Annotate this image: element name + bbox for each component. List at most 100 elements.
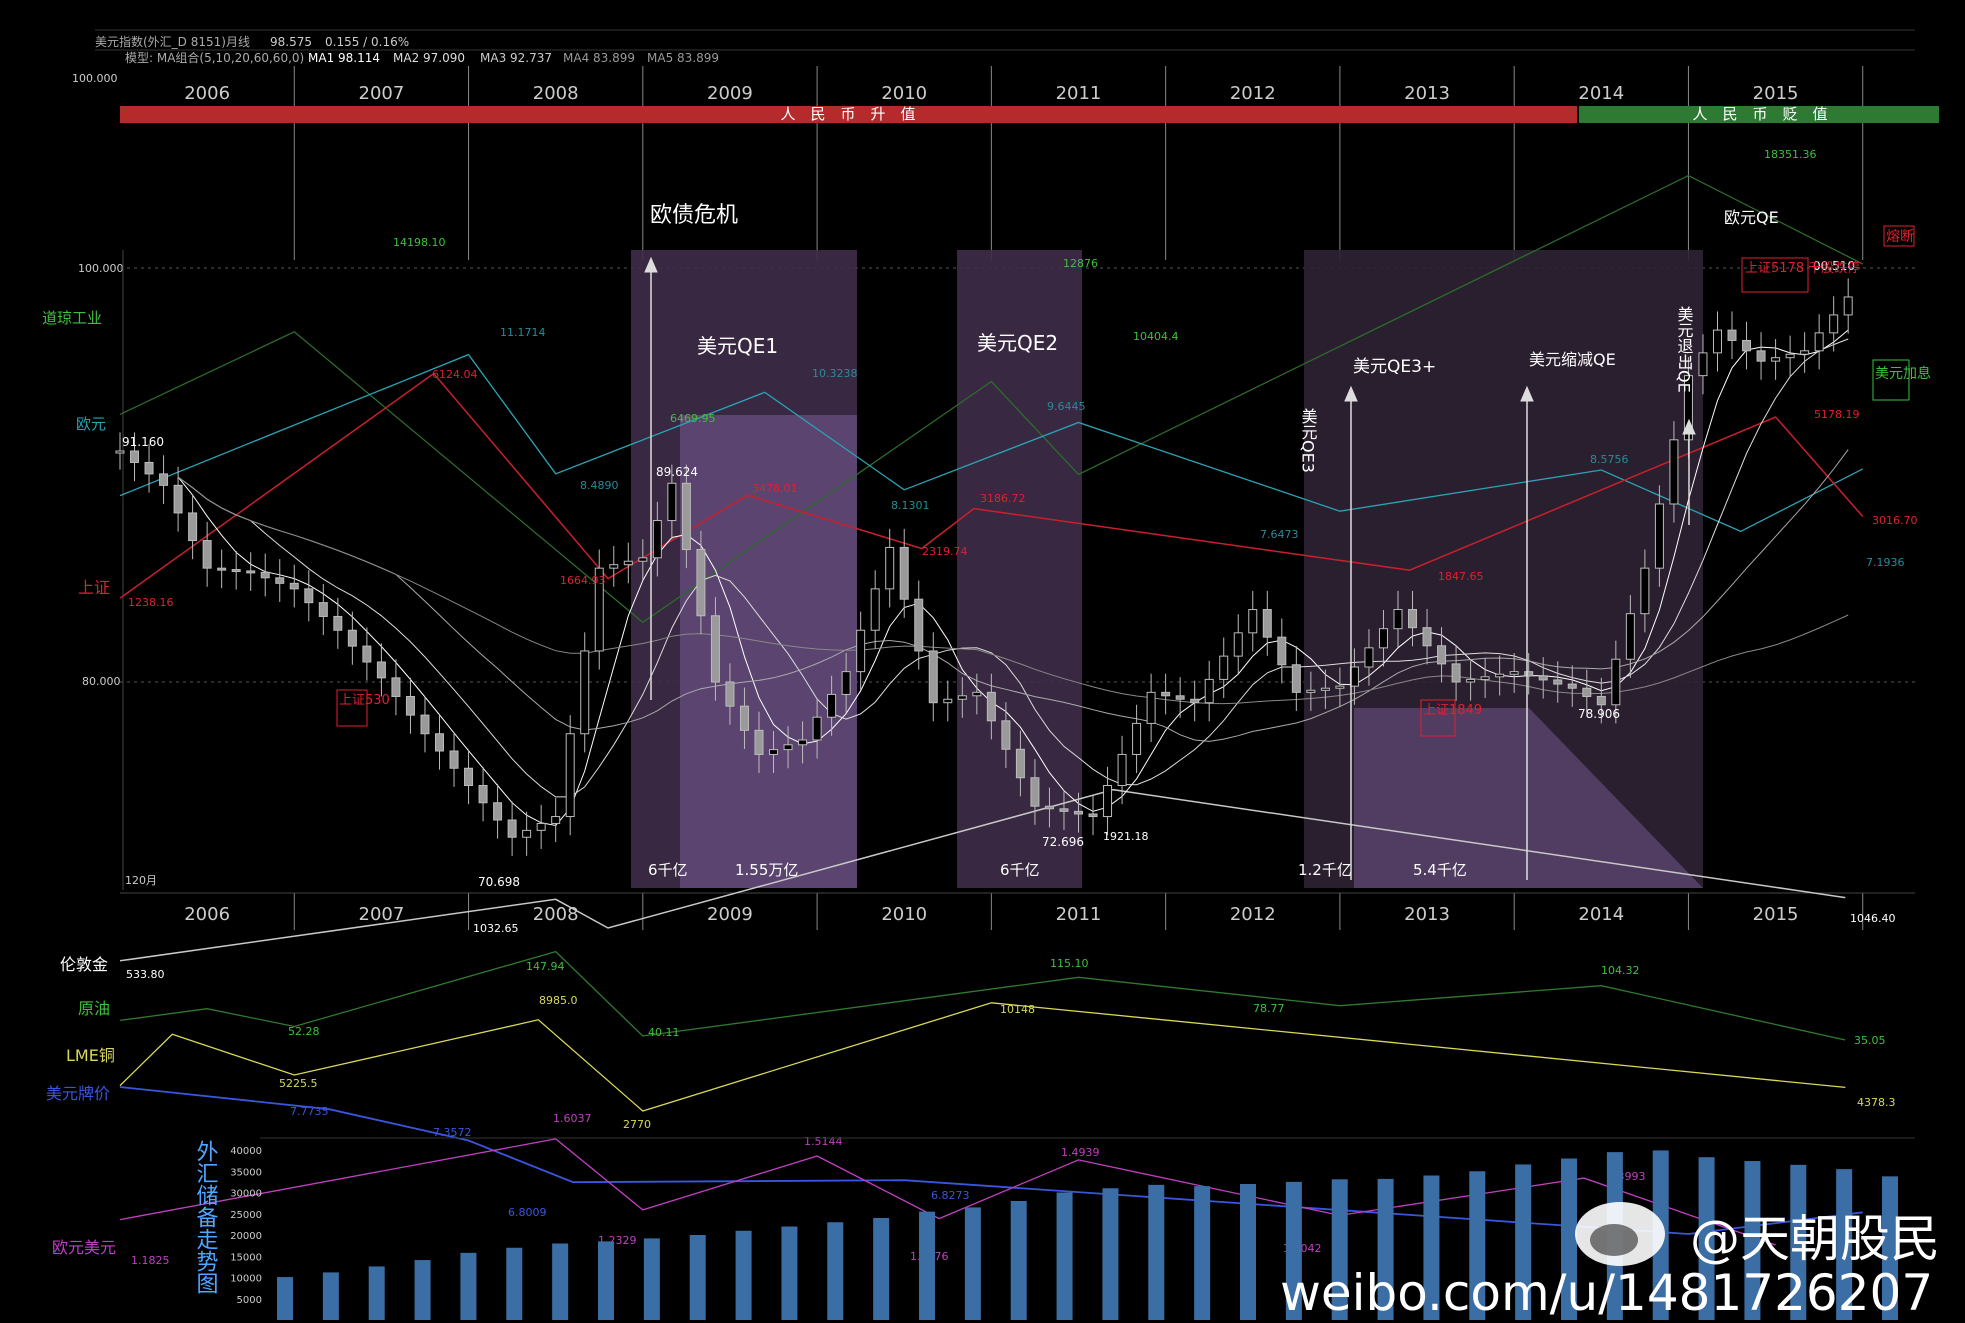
usd-candles [115,278,1853,856]
reserves-bar [1469,1171,1486,1320]
qe3plus-inner-region [1354,708,1529,888]
reserves-bar [827,1222,844,1320]
candle-body [1233,632,1243,657]
year-label-top: 2006 [184,83,230,104]
reserves-bar [964,1207,981,1320]
gold-line [119,788,1846,962]
exit-qe-label: 美元退出QE [1675,306,1694,393]
candle-body [1088,813,1098,818]
value-label: 2770 [623,1118,651,1131]
value-label: 6124.04 [432,368,478,381]
reserves-title: 外汇储备走势图 [193,1140,219,1294]
event-arrow-head [1344,385,1358,402]
candle-body [885,546,895,590]
candle-body [1393,609,1403,630]
reserves-bar [277,1277,293,1320]
candle-body [1306,689,1316,693]
candle-body [1553,679,1563,685]
reserves-bar [322,1272,339,1320]
value-label: 14198.10 [393,236,446,249]
reserves-bar [919,1211,935,1320]
qe1-inner-region [680,415,857,888]
value-label: 10.3238 [812,367,858,380]
event-arrow-head [1520,385,1534,402]
copper-line [119,1002,1846,1112]
candle-body [812,716,822,741]
gold-series-label: 伦敦金 [60,955,108,974]
candle-body [1669,439,1679,505]
value-label: 115.10 [1050,957,1089,970]
candle-body [1800,350,1810,355]
candle-body [899,546,909,600]
ma-5-line [177,329,1849,827]
value-label: 9.6445 [1047,400,1086,413]
candle-body [217,567,227,571]
candle-body [173,484,183,514]
reserves-bars [277,1150,1898,1320]
value-label: 11.1714 [500,326,546,339]
candle-body [638,557,648,562]
value-label: 1.4939 [1061,1146,1100,1159]
moving-averages [177,329,1849,827]
ma2-label: MA2 97.090 [393,51,465,65]
candle-body [609,564,619,569]
ma-20-line [177,449,1849,742]
y-tick-80: 80.000 [82,675,121,688]
candle-body [914,598,924,652]
taper-triangle [1529,708,1703,888]
candle-body [769,749,779,755]
usd-hike-label: 美元加息 [1875,365,1931,382]
candle-body [420,714,430,735]
reserves-y-tick: 20000 [230,1231,262,1242]
value-label: 3186.72 [980,492,1026,505]
candle-body [739,705,749,731]
sh1849-box [1420,699,1456,737]
value-label: 1032.65 [473,922,519,935]
candle-body [623,560,633,566]
candle-body [1103,785,1113,818]
candle-body [1756,350,1766,362]
candle-body [1219,655,1229,680]
sh-crash-box [1741,257,1809,293]
candle-body [231,569,241,573]
reserves-y-tick: 15000 [230,1252,262,1263]
value-label: 1.5144 [804,1135,843,1148]
value-label: 78.77 [1253,1002,1285,1015]
candle-body [1001,720,1011,750]
candle-body [870,588,880,631]
candle-body [1291,664,1301,693]
reserves-bar [873,1218,890,1320]
candle-body [275,577,285,584]
value-label: 10404.4 [1133,330,1179,343]
year-label-top: 2012 [1230,83,1276,104]
reserves-bar [1285,1181,1302,1320]
candle-body [130,450,140,463]
year-label-bottom: 2008 [533,904,579,925]
usd-now: 00.510 [1813,259,1855,273]
reserves-bar [1331,1179,1348,1320]
candle-body [1727,329,1737,341]
sh1849-label: 上证1849 [1423,703,1482,718]
value-label: 12876 [1063,257,1098,270]
usd-peg-series-label: 美元牌价 [46,1084,110,1103]
candle-body [144,461,154,475]
candle-body [1771,357,1781,362]
value-label: 35.05 [1854,1034,1886,1047]
reserves-bar [368,1266,385,1320]
reserves-bar [1010,1201,1027,1320]
reserves-bar [1882,1176,1898,1320]
value-label: 1847.65 [1438,570,1484,583]
usd-low-2014: 78.906 [1578,707,1620,721]
eurusd-series-label: 欧元美元 [52,1238,116,1257]
rmb-appreciation-label: 人 民 币 升 值 [780,105,915,123]
candle-body [841,671,851,695]
candle-body [333,615,343,631]
weibo-logo-eye-icon [1590,1224,1638,1256]
value-label: 6469.95 [670,412,716,425]
candle-body [798,739,808,746]
candle-body [972,691,982,697]
value-label: 104.32 [1601,964,1640,977]
candle-body [1524,671,1534,677]
candle-body [1451,663,1461,683]
reserves-y-tick: 10000 [230,1274,262,1285]
